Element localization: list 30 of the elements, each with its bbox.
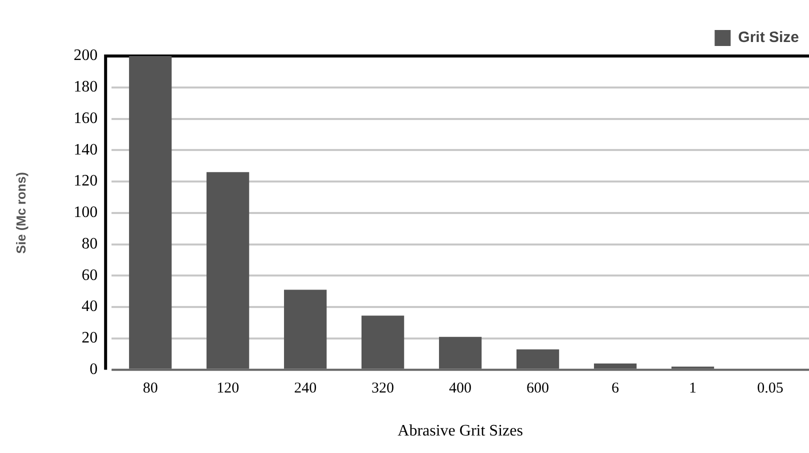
y-tick-label: 20 bbox=[82, 330, 98, 347]
y-tick-label: 140 bbox=[74, 141, 98, 158]
y-tick-label: 160 bbox=[74, 110, 98, 127]
x-axis-title: Abrasive Grit Sizes bbox=[398, 422, 523, 440]
bar bbox=[284, 290, 327, 369]
x-tick-label: 600 bbox=[526, 380, 550, 397]
bar bbox=[129, 56, 172, 369]
x-tick-label: 400 bbox=[449, 380, 472, 397]
y-tick-label: 40 bbox=[82, 298, 98, 316]
y-tick-label: 80 bbox=[82, 235, 98, 252]
bar bbox=[206, 172, 250, 369]
bar bbox=[438, 336, 482, 369]
x-tick-label: 0.05 bbox=[757, 380, 784, 397]
y-tick-label: 200 bbox=[74, 47, 98, 64]
y-tick-label: 60 bbox=[82, 266, 98, 284]
x-tick-label: 80 bbox=[142, 380, 158, 397]
y-tick-label: 180 bbox=[74, 78, 98, 96]
x-tick-label: 320 bbox=[372, 380, 394, 397]
bar bbox=[594, 364, 637, 369]
x-tick-label: 120 bbox=[216, 380, 240, 397]
x-tick-label: 240 bbox=[294, 380, 317, 397]
legend-label: Grit Size bbox=[738, 29, 800, 46]
x-tick-label: 1 bbox=[689, 380, 697, 397]
y-tick-label: 0 bbox=[90, 361, 98, 378]
x-tick-label: 6 bbox=[612, 380, 620, 397]
y-tick-label: 120 bbox=[74, 172, 98, 190]
bar bbox=[362, 316, 404, 369]
bar bbox=[516, 349, 560, 369]
y-axis-title: Sie (Mc rons) bbox=[13, 172, 28, 254]
y-tick-label: 100 bbox=[74, 204, 98, 222]
